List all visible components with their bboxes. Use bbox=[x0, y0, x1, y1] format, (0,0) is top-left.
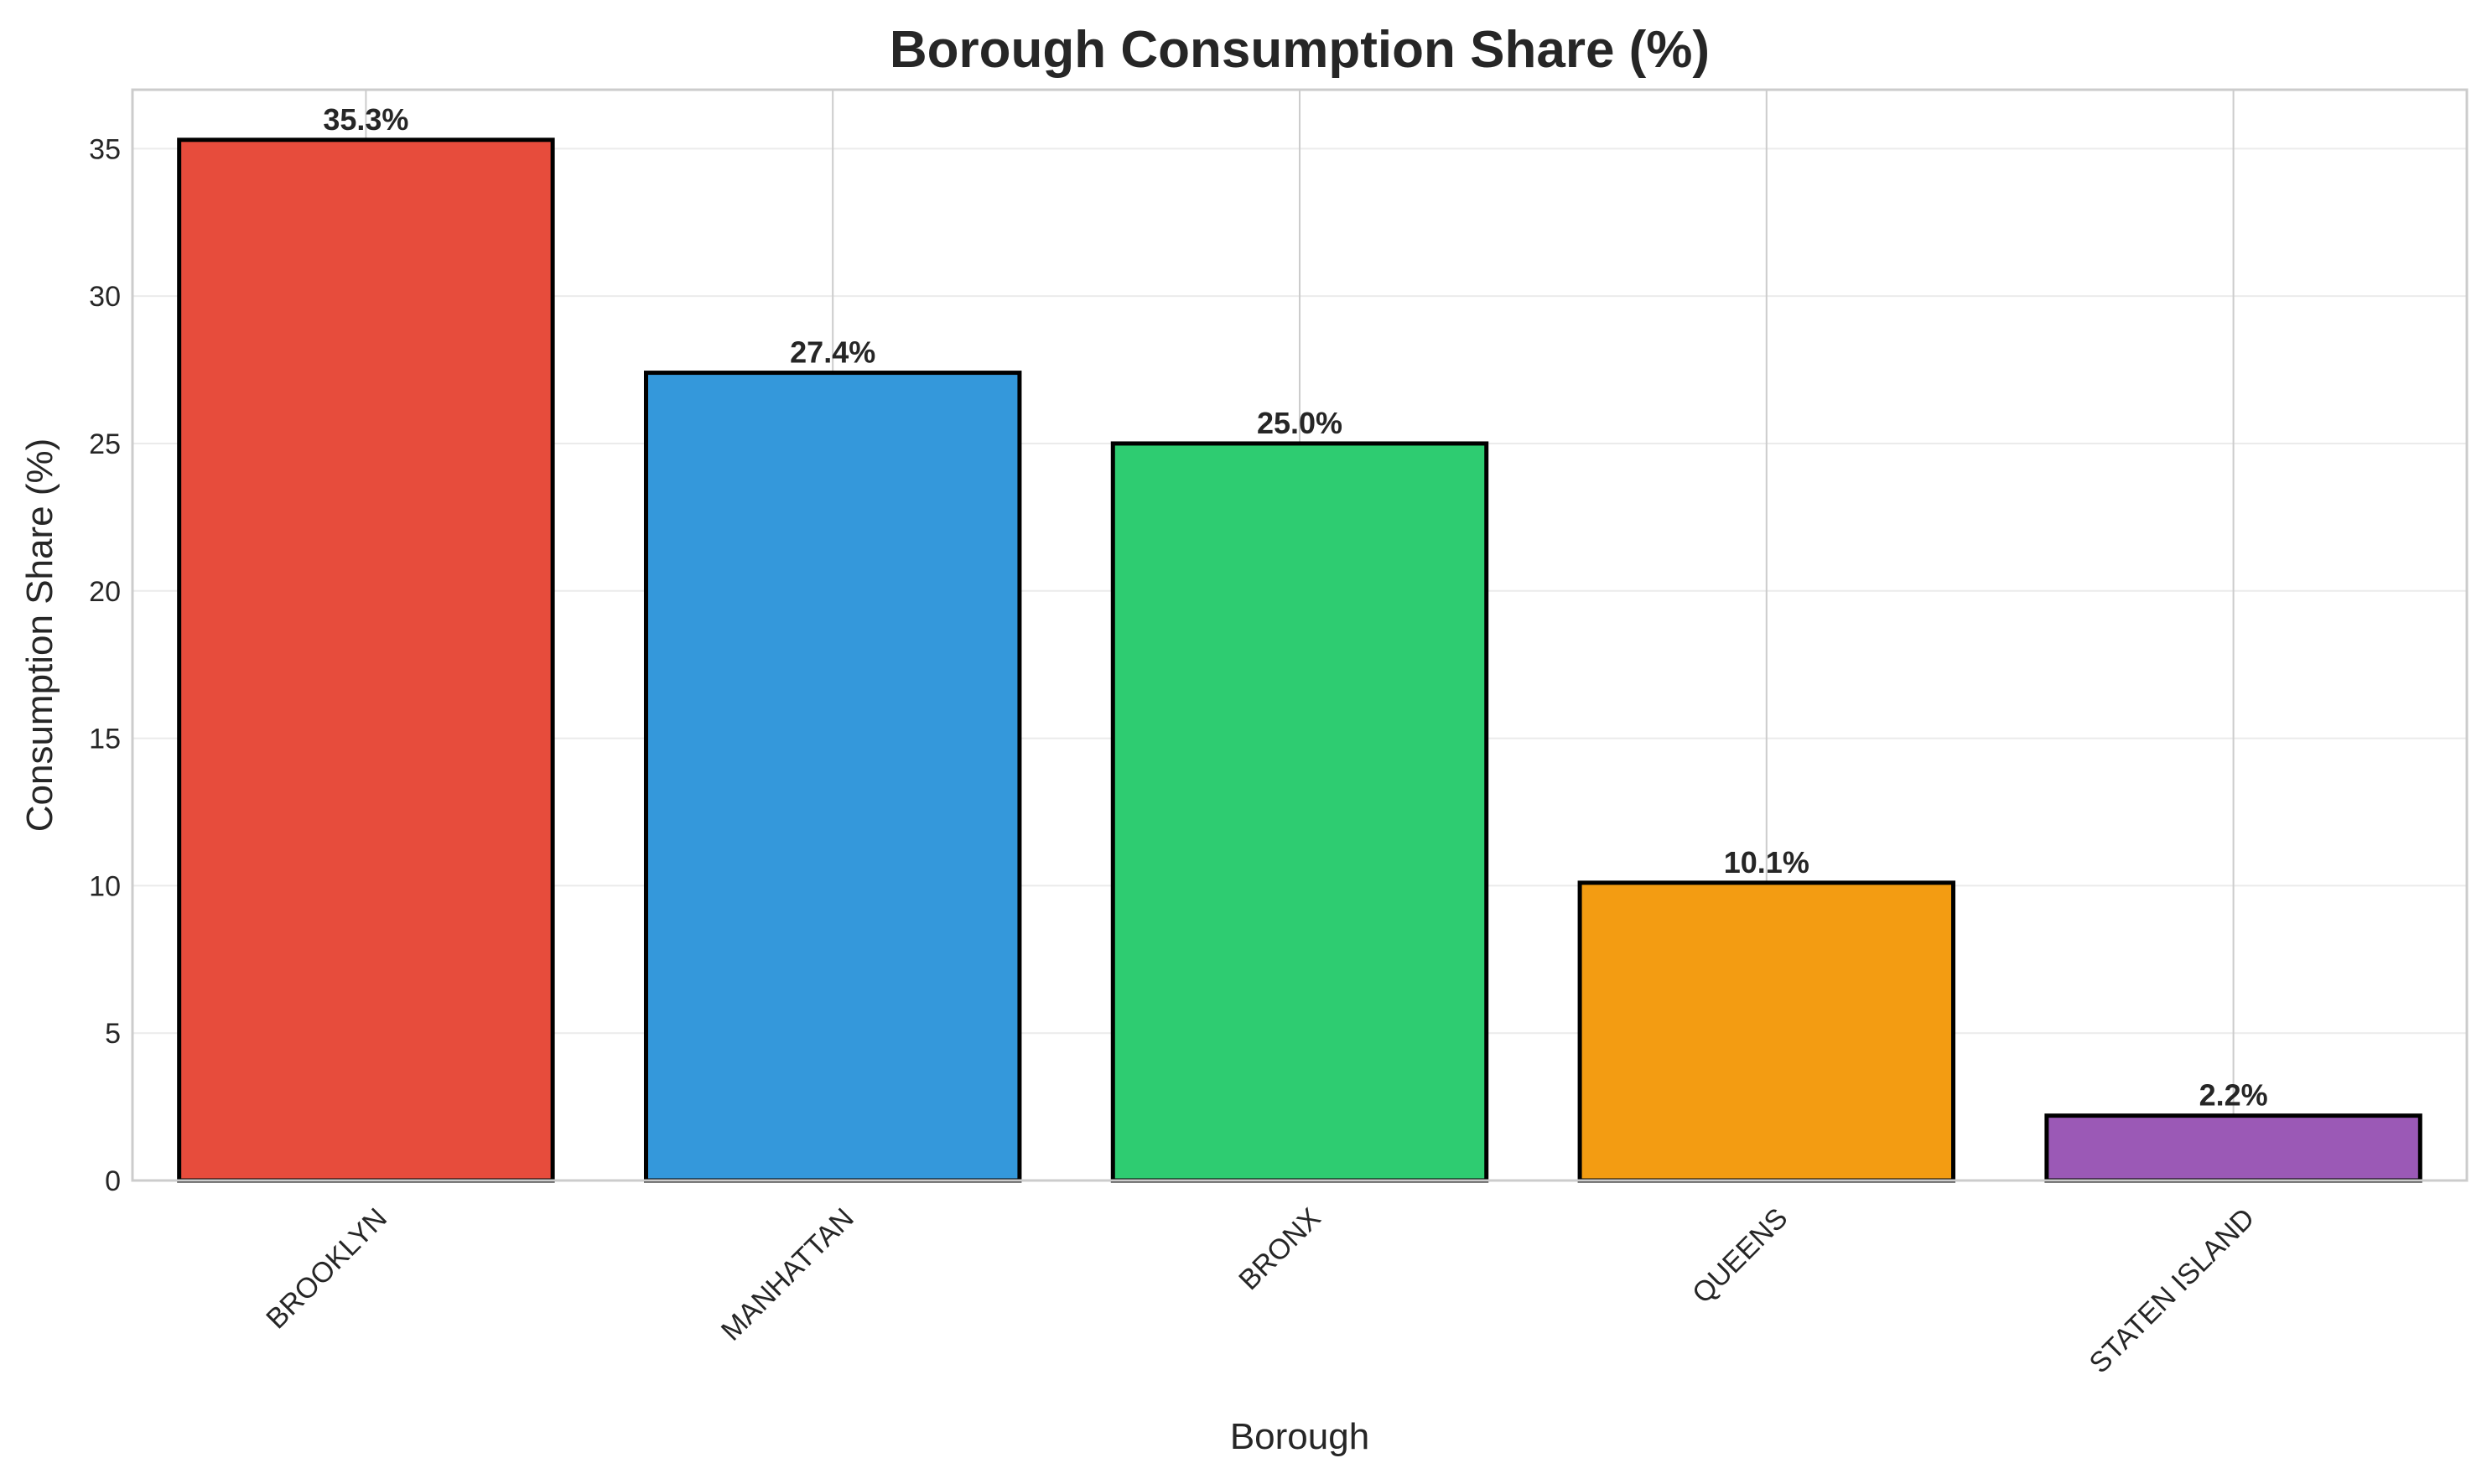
x-tick-label: QUEENS bbox=[1686, 1202, 1794, 1310]
data-label: 35.3% bbox=[323, 102, 408, 137]
x-axis-ticks: BROOKLYN MANHATTAN BRONX QUEENS STATEN ISLAN… bbox=[260, 1202, 2261, 1380]
bar-brooklyn bbox=[177, 138, 555, 1183]
bar-queens bbox=[1577, 880, 1956, 1183]
data-label: 25.0% bbox=[1257, 406, 1342, 440]
plot-frame bbox=[131, 88, 2469, 1182]
y-tick-label: 15 bbox=[89, 724, 121, 755]
x-axis-label: Borough bbox=[1230, 1416, 1369, 1457]
data-label: 10.1% bbox=[1724, 845, 1809, 880]
bar-staten-island bbox=[2044, 1113, 2422, 1183]
y-tick-label: 25 bbox=[89, 428, 121, 460]
chart-title: Borough Consumption Share (%) bbox=[890, 21, 1710, 79]
y-axis-ticks: 0 5 10 15 20 25 30 35 bbox=[89, 133, 121, 1197]
data-label: 2.2% bbox=[2199, 1078, 2268, 1113]
x-tick-label: STATEN ISLAND bbox=[2084, 1202, 2261, 1380]
y-axis-label: Consumption Share (%) bbox=[19, 438, 60, 833]
x-tick-label: BROOKLYN bbox=[260, 1202, 393, 1336]
y-tick-label: 10 bbox=[89, 870, 121, 902]
y-tick-label: 0 bbox=[105, 1165, 121, 1197]
y-tick-label: 5 bbox=[105, 1018, 121, 1050]
bar-bronx bbox=[1110, 441, 1489, 1183]
data-label: 27.4% bbox=[790, 335, 875, 370]
y-tick-label: 35 bbox=[89, 133, 121, 165]
bars bbox=[177, 138, 2422, 1183]
x-tick-label: MANHATTAN bbox=[715, 1202, 860, 1347]
x-tick-label: BRONX bbox=[1233, 1202, 1326, 1296]
y-tick-label: 20 bbox=[89, 576, 121, 608]
bar-manhattan bbox=[643, 371, 1022, 1183]
y-tick-label: 30 bbox=[89, 281, 121, 313]
data-labels: 35.3% 27.4% 25.0% 10.1% 2.2% bbox=[323, 102, 2267, 1113]
